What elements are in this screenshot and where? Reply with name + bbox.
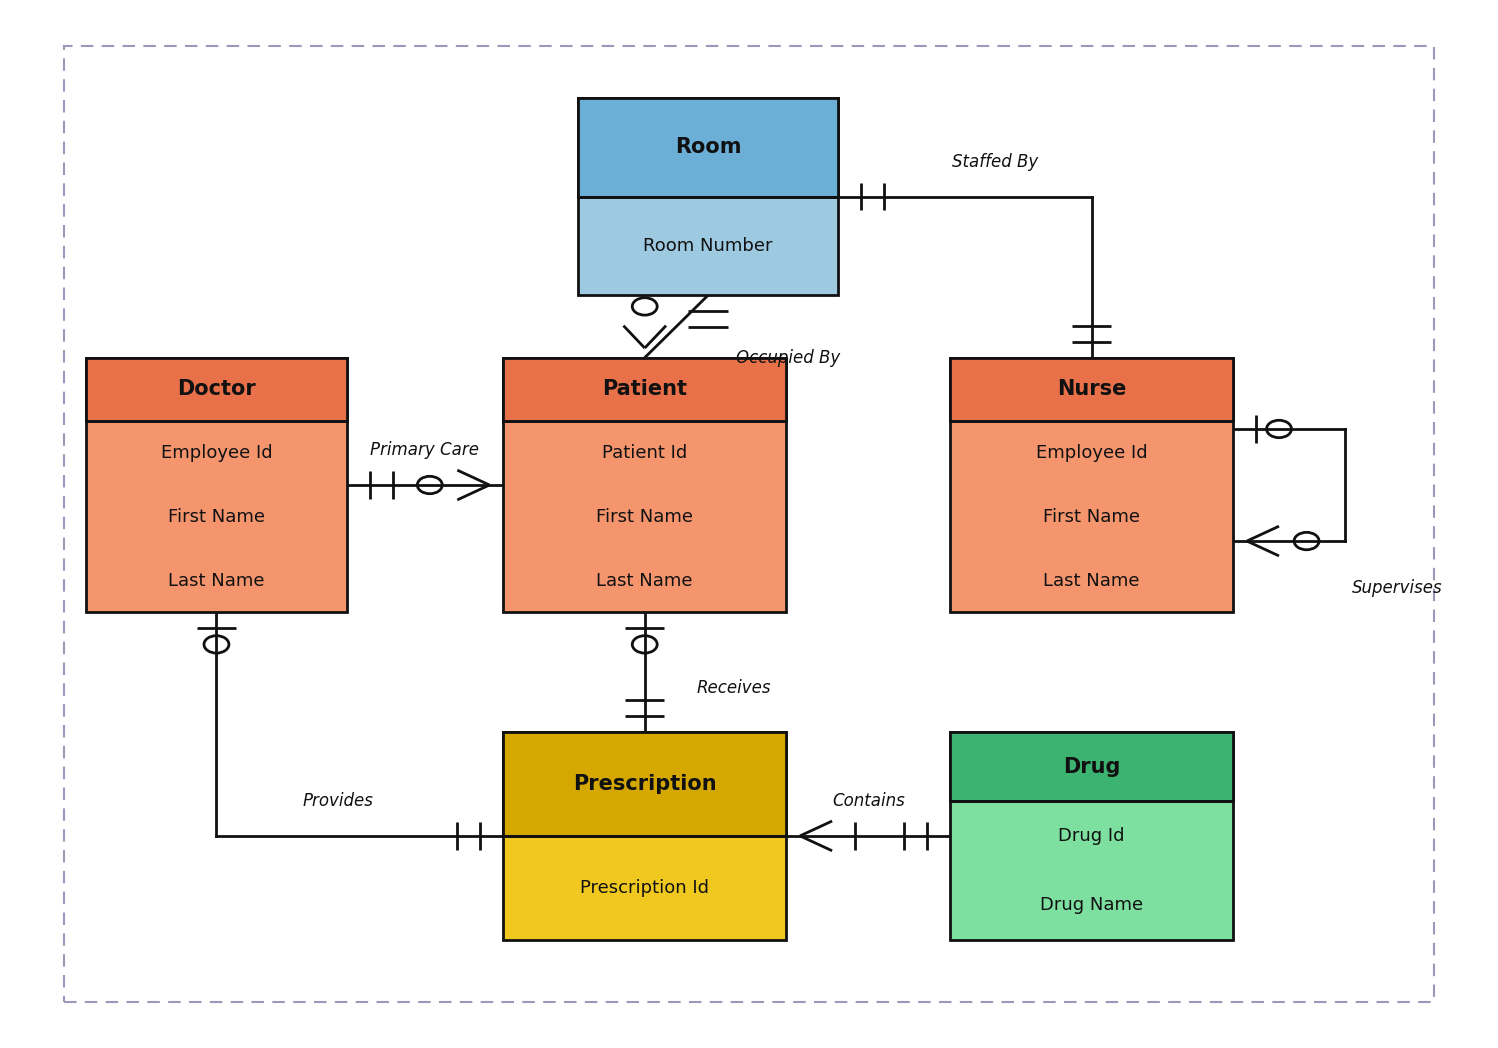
Bar [950, 732, 1233, 802]
Bar [85, 357, 348, 421]
Text: Drug: Drug [1064, 757, 1121, 777]
Text: Last Name: Last Name [596, 571, 694, 590]
Bar [950, 732, 1233, 940]
Text: Prescription Id: Prescription Id [580, 879, 709, 897]
Text: First Name: First Name [168, 508, 265, 526]
Text: Doctor: Doctor [177, 379, 256, 399]
Bar [503, 357, 786, 421]
Text: Last Name: Last Name [168, 571, 265, 590]
Text: First Name: First Name [1043, 508, 1140, 526]
Text: Prescription: Prescription [572, 773, 716, 794]
Bar [503, 732, 786, 940]
Text: Supervises: Supervises [1353, 578, 1443, 596]
Bar [950, 357, 1233, 421]
Bar [578, 97, 839, 197]
Text: Receives: Receives [697, 679, 771, 697]
Bar [85, 357, 348, 612]
Text: Occupied By: Occupied By [736, 349, 840, 367]
Text: Room Number: Room Number [643, 237, 773, 255]
Text: Patient Id: Patient Id [602, 444, 688, 462]
Text: Contains: Contains [831, 792, 905, 810]
Bar [503, 357, 786, 612]
Text: Nurse: Nurse [1058, 379, 1126, 399]
Text: Primary Care: Primary Care [370, 441, 479, 459]
Bar [578, 97, 839, 296]
Bar [503, 732, 786, 836]
Text: Room: Room [674, 137, 742, 157]
Text: Last Name: Last Name [1044, 571, 1140, 590]
Text: First Name: First Name [596, 508, 694, 526]
Text: Staffed By: Staffed By [953, 153, 1038, 171]
Bar [950, 357, 1233, 612]
Text: Employee Id: Employee Id [160, 444, 273, 462]
Text: Provides: Provides [303, 792, 373, 810]
Text: Drug Id: Drug Id [1059, 827, 1125, 845]
Text: Employee Id: Employee Id [1035, 444, 1147, 462]
Text: Drug Name: Drug Name [1040, 896, 1143, 914]
Text: Patient: Patient [602, 379, 688, 399]
